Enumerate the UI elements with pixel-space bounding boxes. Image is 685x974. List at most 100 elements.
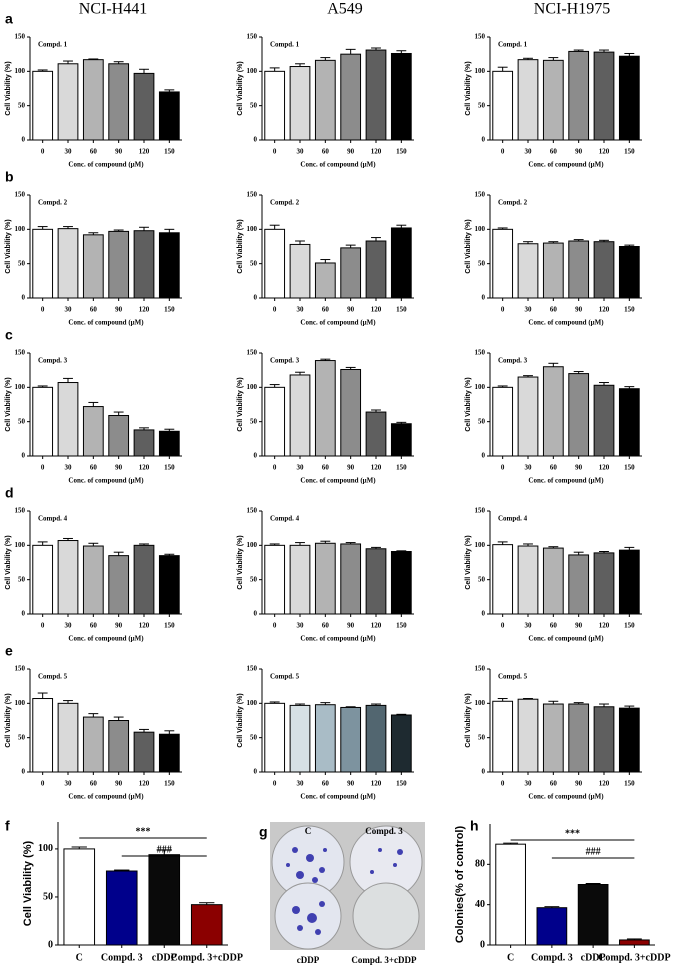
y-axis-label: Cell Viability (%) <box>5 61 12 115</box>
bar <box>63 848 96 946</box>
y-tick-label: 100 <box>475 225 486 233</box>
x-axis-label: Conc. of compound (μM) <box>300 319 376 327</box>
x-tick-label: 120 <box>139 622 150 630</box>
bar <box>108 230 130 299</box>
bar <box>314 704 336 773</box>
bar <box>390 714 412 773</box>
bar <box>542 59 564 141</box>
bar <box>618 388 640 457</box>
y-tick-label: 0 <box>254 136 258 144</box>
x-axis-label: Conc. of compound (μM) <box>68 477 144 485</box>
x-tick-label: 90 <box>115 780 123 788</box>
x-tick-label: 0 <box>273 148 277 156</box>
colony-image <box>270 822 425 950</box>
bar <box>314 262 336 299</box>
bar <box>133 544 155 615</box>
bar <box>365 49 387 141</box>
y-tick-label: 0 <box>254 452 258 460</box>
x-tick-label: 60 <box>322 780 330 788</box>
bar <box>82 234 104 299</box>
x-tick-label: 30 <box>297 464 305 472</box>
bar <box>542 547 564 615</box>
bar <box>492 228 514 299</box>
y-tick-label: 150 <box>247 665 258 673</box>
bar <box>57 540 79 615</box>
y-tick-label: 150 <box>475 507 486 515</box>
y-tick-label: 50 <box>250 259 258 267</box>
bar <box>108 63 130 141</box>
y-tick-label: 100 <box>247 225 258 233</box>
y-tick-label: 100 <box>38 843 53 854</box>
bar <box>593 706 615 773</box>
x-tick-label: 0 <box>41 148 45 156</box>
x-tick-label: 60 <box>90 306 98 314</box>
bar <box>618 549 640 615</box>
x-tick-label: C <box>507 952 514 963</box>
y-axis-label: Cell Viability (%) <box>465 61 472 115</box>
x-tick-label: 150 <box>396 464 407 472</box>
x-tick-label: 150 <box>164 780 175 788</box>
bar <box>148 854 181 946</box>
x-tick-label: 90 <box>575 306 583 314</box>
panel-label: h <box>470 818 479 834</box>
bar <box>57 382 79 457</box>
bar <box>492 700 514 773</box>
row-label: c <box>5 327 13 343</box>
x-tick-label: 60 <box>322 622 330 630</box>
x-tick-label: 0 <box>273 464 277 472</box>
y-axis-label: Cell Viability (%) <box>237 535 244 589</box>
panel-title: Compd. 4 <box>270 515 300 523</box>
y-tick-label: 0 <box>48 939 53 950</box>
image-label: cDDP <box>297 955 320 965</box>
row-label: a <box>5 11 13 27</box>
x-tick-label: 120 <box>371 622 382 630</box>
x-tick-label: 60 <box>90 780 98 788</box>
bar <box>264 228 286 299</box>
panel-label: f <box>5 818 10 834</box>
y-tick-label: 100 <box>15 67 26 75</box>
x-tick-label: 150 <box>624 622 635 630</box>
bar <box>32 228 54 299</box>
panel-title: Compd. 3 <box>38 357 68 365</box>
x-tick-label: 90 <box>347 306 355 314</box>
bar <box>82 59 104 141</box>
y-tick-label: 150 <box>475 33 486 41</box>
y-tick-label: 0 <box>482 452 486 460</box>
y-tick-label: 50 <box>250 733 258 741</box>
bar <box>289 243 311 299</box>
bar <box>542 703 564 773</box>
x-tick-label: 0 <box>501 464 505 472</box>
x-axis-label: Conc. of compound (μM) <box>528 477 604 485</box>
bar <box>82 545 104 615</box>
panel-title: Compd. 5 <box>38 673 68 681</box>
x-tick-label: Compd. 3 <box>101 952 143 963</box>
x-tick-label: 90 <box>115 622 123 630</box>
bar <box>568 50 590 141</box>
x-tick-label: 120 <box>599 622 610 630</box>
bar <box>492 70 514 141</box>
bar <box>495 843 526 946</box>
x-tick-label: 150 <box>396 780 407 788</box>
bar <box>340 53 362 141</box>
bar <box>314 59 336 141</box>
x-tick-label: 90 <box>575 622 583 630</box>
x-tick-label: 150 <box>624 306 635 314</box>
bar <box>517 376 539 457</box>
x-tick-label: 60 <box>550 622 558 630</box>
y-tick-label: 50 <box>478 575 486 583</box>
x-tick-label: 150 <box>396 148 407 156</box>
bar <box>618 55 640 141</box>
image-label: Compd. 3 <box>365 826 403 836</box>
bar <box>619 939 650 946</box>
bar <box>618 707 640 773</box>
y-axis-label: Cell Viability (%) <box>22 840 34 926</box>
y-tick-label: 100 <box>475 541 486 549</box>
y-tick-label: 0 <box>22 136 26 144</box>
y-axis-label: Cell Viability (%) <box>5 693 12 747</box>
bar <box>314 360 336 457</box>
y-tick-label: 50 <box>478 101 486 109</box>
x-tick-label: 120 <box>371 780 382 788</box>
y-tick-label: 100 <box>247 541 258 549</box>
significance-label: *** <box>565 828 580 839</box>
